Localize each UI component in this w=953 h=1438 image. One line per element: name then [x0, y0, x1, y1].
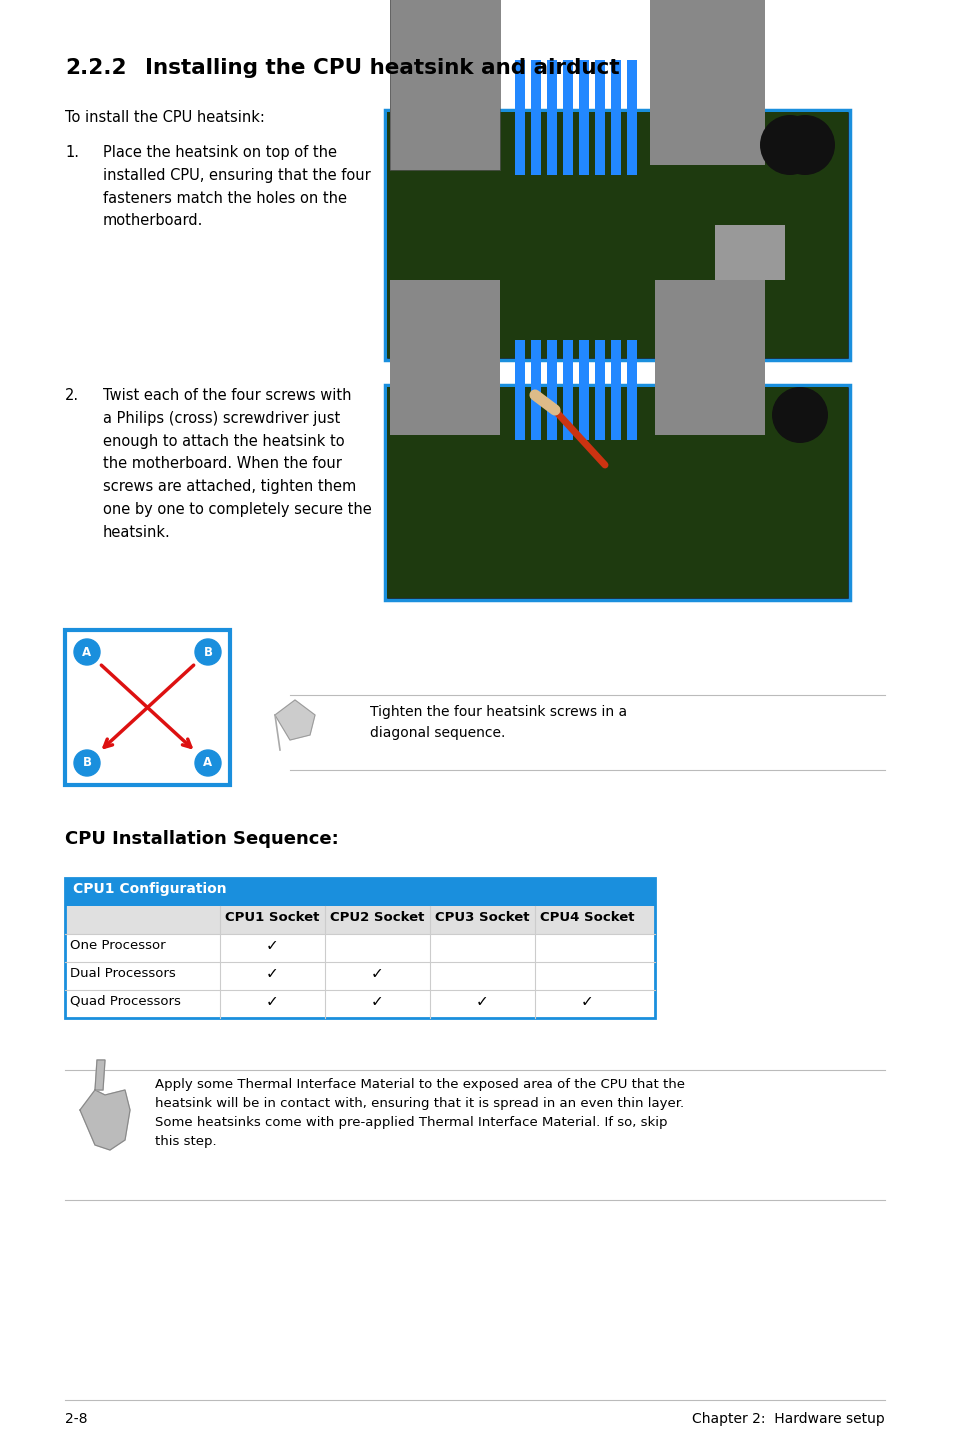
Text: Tighten the four heatsink screws in a
diagonal sequence.: Tighten the four heatsink screws in a di… [370, 705, 626, 741]
Text: CPU Installation Sequence:: CPU Installation Sequence: [65, 830, 338, 848]
Bar [65, 879, 655, 906]
Text: CPU1 Configuration: CPU1 Configuration [73, 881, 227, 896]
Bar [390, 280, 499, 436]
Bar [65, 962, 655, 989]
Bar [546, 339, 557, 440]
Bar [65, 906, 655, 935]
Bar [390, 0, 499, 170]
Bar [65, 989, 655, 1018]
Text: 2.: 2. [65, 388, 79, 403]
Bar [562, 60, 573, 175]
Bar [655, 280, 764, 436]
Circle shape [194, 638, 221, 664]
Bar [531, 339, 540, 440]
Text: ✓: ✓ [266, 966, 278, 981]
Bar [626, 339, 637, 440]
Circle shape [774, 115, 834, 175]
Bar [65, 935, 655, 962]
Text: A: A [203, 756, 213, 769]
Bar [610, 60, 620, 175]
Text: ✓: ✓ [266, 994, 278, 1009]
Bar [385, 109, 849, 360]
Text: 2.2.2: 2.2.2 [65, 58, 127, 78]
Text: A: A [82, 646, 91, 659]
Bar [531, 60, 540, 175]
Polygon shape [80, 1090, 130, 1150]
Circle shape [194, 751, 221, 777]
Bar [626, 60, 637, 175]
Bar [387, 387, 847, 598]
Bar [562, 339, 573, 440]
Polygon shape [274, 700, 314, 741]
Bar [714, 224, 784, 280]
Text: 1.: 1. [65, 145, 79, 160]
Text: Place the heatsink on top of the
installed CPU, ensuring that the four
fasteners: Place the heatsink on top of the install… [103, 145, 371, 229]
Text: CPU3 Socket: CPU3 Socket [435, 912, 529, 925]
Text: ✓: ✓ [266, 938, 278, 953]
Bar [610, 339, 620, 440]
Bar [65, 879, 655, 1018]
Text: Apply some Thermal Interface Material to the exposed area of the CPU that the
he: Apply some Thermal Interface Material to… [154, 1078, 684, 1148]
Polygon shape [95, 1060, 105, 1090]
Text: Dual Processors: Dual Processors [70, 966, 175, 981]
Text: To install the CPU heatsink:: To install the CPU heatsink: [65, 109, 265, 125]
Text: Twist each of the four screws with
a Philips (cross) screwdriver just
enough to : Twist each of the four screws with a Phi… [103, 388, 372, 539]
Text: One Processor: One Processor [70, 939, 166, 952]
Text: CPU4 Socket: CPU4 Socket [539, 912, 634, 925]
Text: 2-8: 2-8 [65, 1412, 88, 1426]
Text: CPU1 Socket: CPU1 Socket [225, 912, 319, 925]
Bar [65, 630, 230, 785]
Bar [387, 112, 847, 358]
Text: ✓: ✓ [580, 994, 594, 1009]
Text: B: B [82, 756, 91, 769]
Text: ✓: ✓ [371, 966, 383, 981]
Bar [390, 0, 499, 170]
Text: CPU2 Socket: CPU2 Socket [330, 912, 424, 925]
Text: ✓: ✓ [371, 994, 383, 1009]
Bar [578, 60, 588, 175]
Circle shape [771, 387, 827, 443]
Bar [515, 60, 524, 175]
Bar [595, 60, 604, 175]
Bar [578, 339, 588, 440]
Text: Quad Processors: Quad Processors [70, 995, 181, 1008]
Text: B: B [203, 646, 213, 659]
Bar [385, 385, 849, 600]
Text: Installing the CPU heatsink and airduct: Installing the CPU heatsink and airduct [145, 58, 619, 78]
Bar [546, 60, 557, 175]
Circle shape [74, 751, 100, 777]
Bar [515, 339, 524, 440]
Circle shape [74, 638, 100, 664]
Circle shape [760, 115, 820, 175]
Text: Chapter 2:  Hardware setup: Chapter 2: Hardware setup [692, 1412, 884, 1426]
Bar [649, 0, 764, 165]
Text: ✓: ✓ [476, 994, 488, 1009]
Bar [595, 339, 604, 440]
